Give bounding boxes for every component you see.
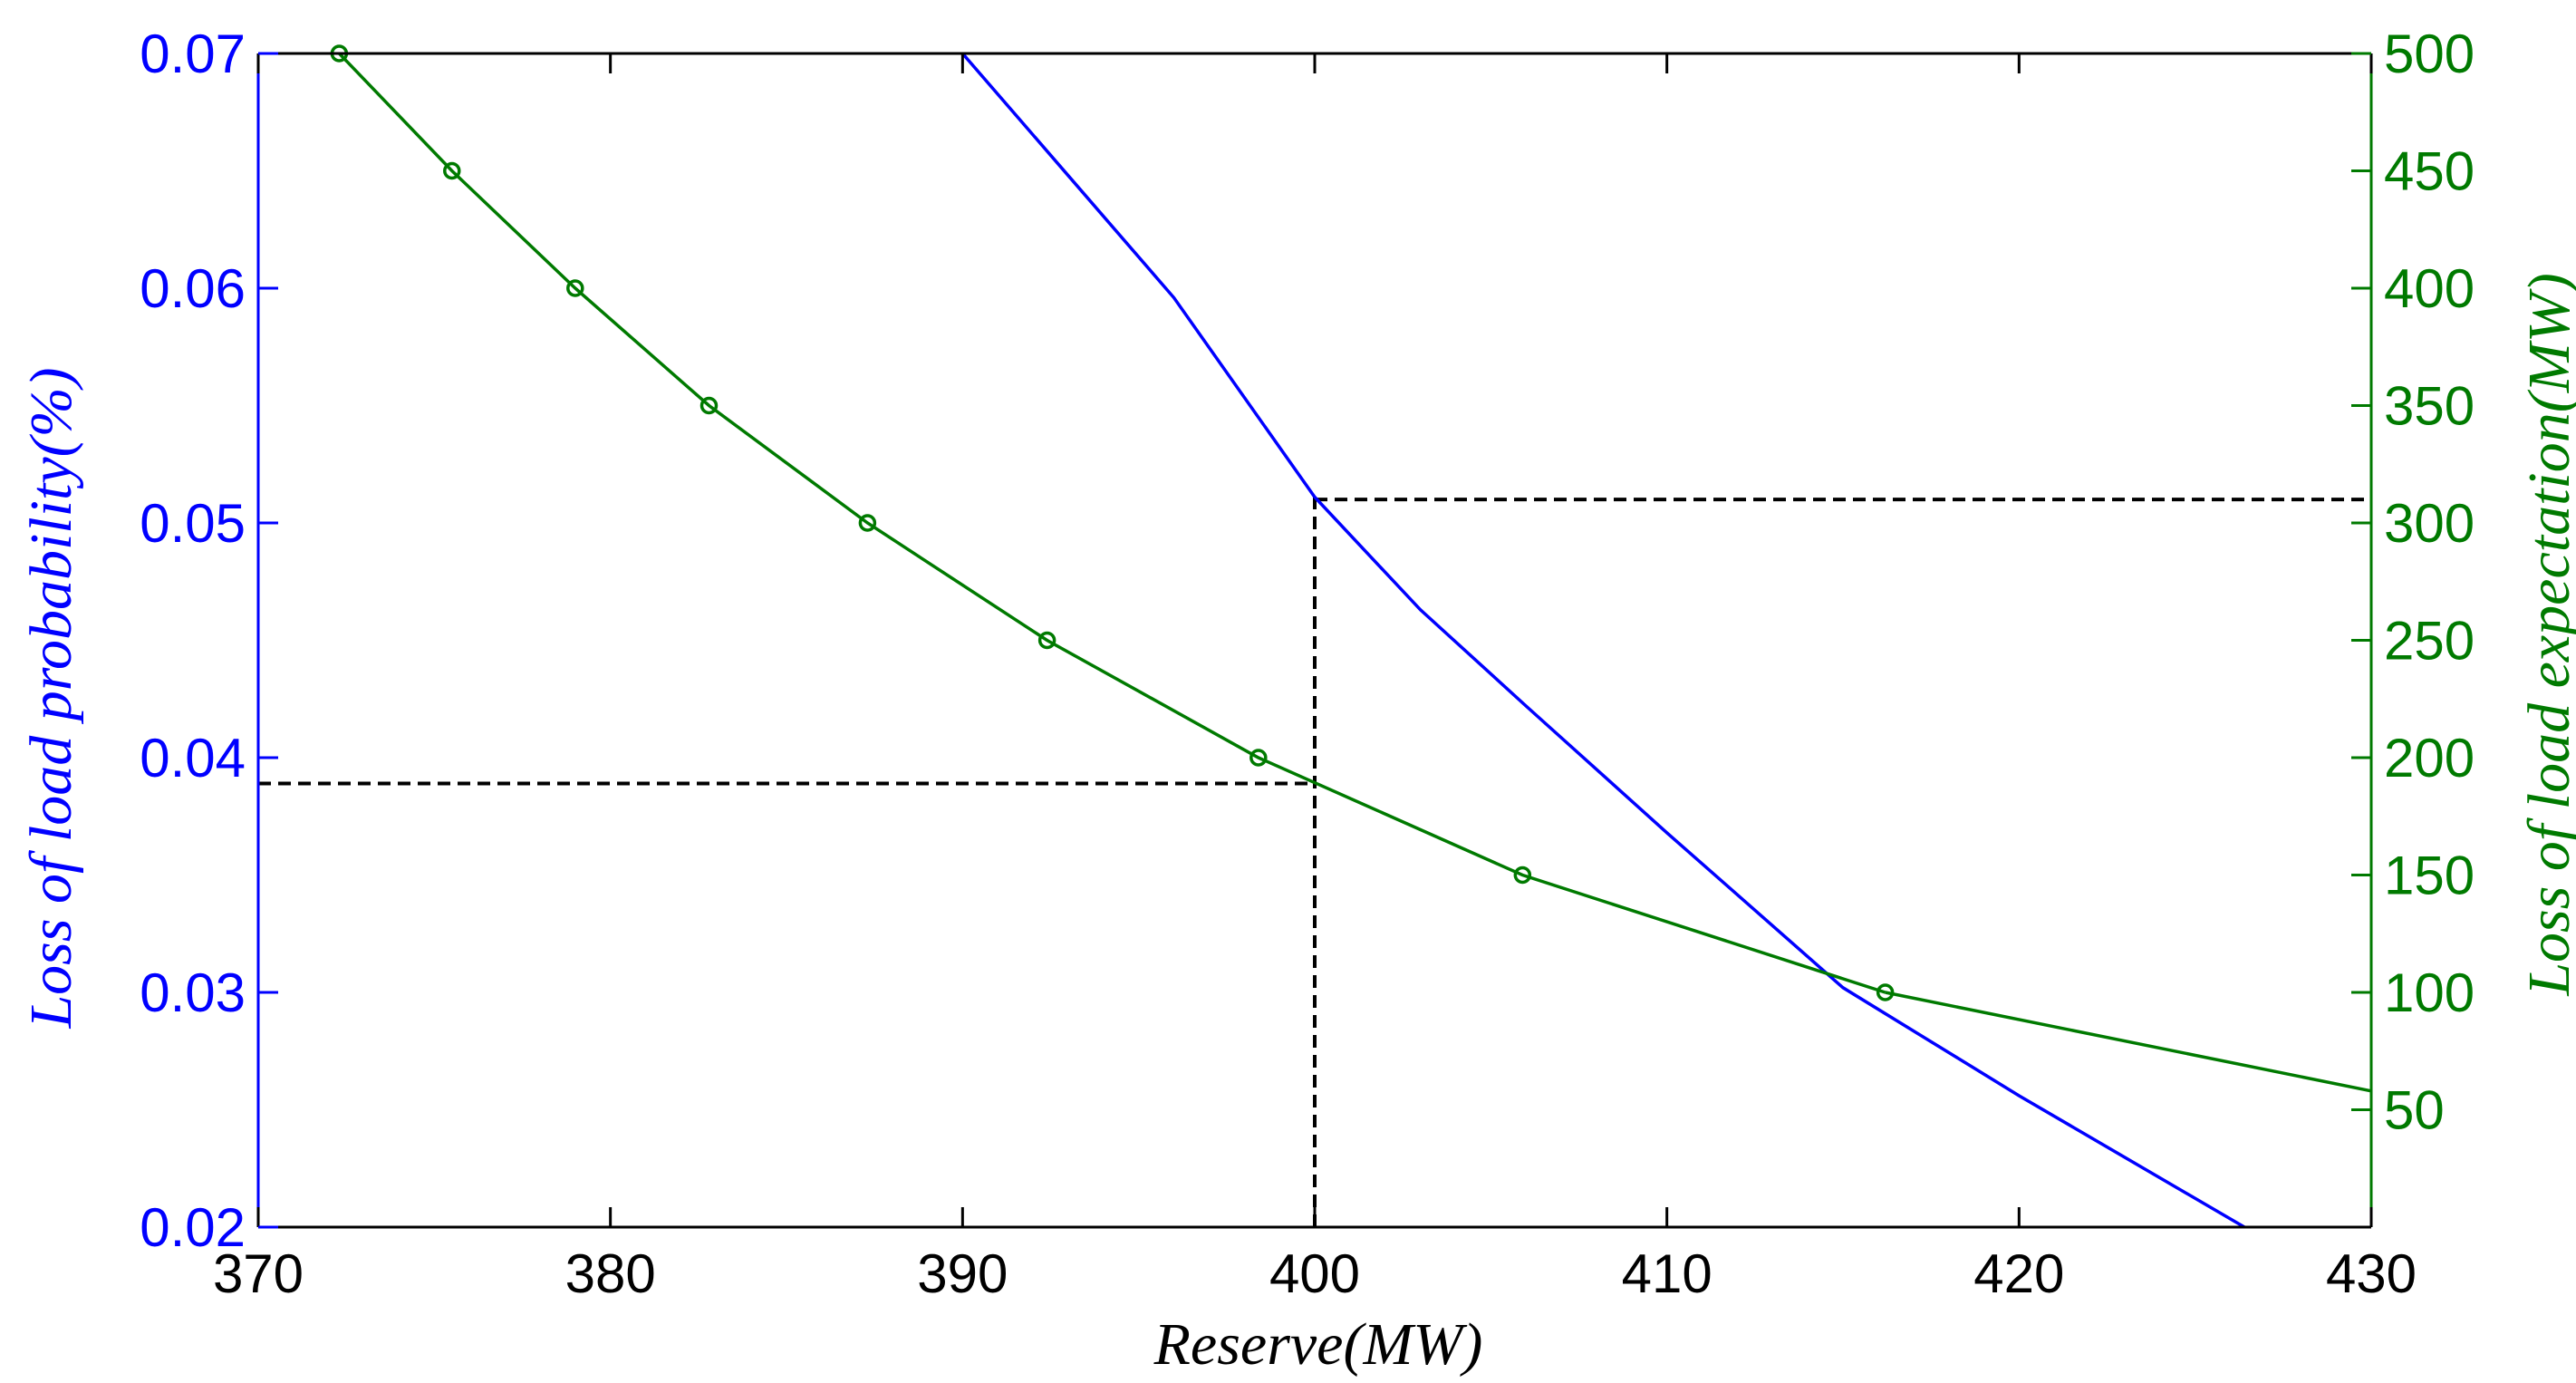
guide-lines [258,497,2371,1227]
series-1-point-8 [1876,983,1895,1001]
y-right-tick-label-4: 250 [2384,611,2475,672]
series-1-point-7 [1513,866,1532,885]
series-line-2 [1885,991,2372,1093]
y-left-tick-label-5: 0.07 [140,24,246,84]
series-1-point-4 [858,514,877,532]
y-right-tick-label-9: 500 [2384,24,2475,84]
y-axis-left-title: Loss of load probability(%) [18,367,84,1029]
y-right-tick-label-1: 100 [2384,962,2475,1023]
y-left-tick-label-2: 0.04 [140,728,246,788]
y-right-tick-label-8: 450 [2384,141,2475,202]
y-left-tick-label-0: 0.02 [140,1197,246,1258]
series-1-point-3 [699,396,719,415]
x-tick-label-4: 410 [1622,1243,1713,1304]
x-tick-label-5: 420 [1973,1243,2064,1304]
y-axis-right-title: Loss of load expectation(MW) [2516,273,2576,996]
series-group [338,52,2372,1229]
x-tick-label-1: 380 [565,1243,656,1304]
y-left-tick-label-3: 0.05 [140,493,246,554]
y-right-tick-label-2: 150 [2384,846,2475,906]
x-tick-label-6: 430 [2326,1243,2417,1304]
y-left-tick-label-4: 0.06 [140,258,246,319]
series-1-point-1 [443,161,461,180]
y-right-tick-label-7: 400 [2384,258,2475,319]
y-right-tick-label-5: 300 [2384,493,2475,554]
x-axis-title: Reserve(MW) [1153,1311,1483,1378]
y-right-tick-label-3: 200 [2384,728,2475,788]
y-right-tick-label-6: 350 [2384,376,2475,437]
x-tick-label-3: 400 [1269,1243,1360,1304]
series-line-1 [338,52,1886,994]
series-1-point-5 [1037,631,1056,650]
y-left-tick-label-1: 0.03 [140,962,246,1023]
series-1-point-6 [1249,749,1268,767]
series-line-0 [960,52,2245,1229]
series-1-point-2 [566,279,584,297]
x-tick-label-0: 370 [213,1243,304,1304]
x-tick-label-2: 390 [917,1243,1008,1304]
markers-group [330,44,1895,1001]
y-right-tick-label-0: 50 [2384,1080,2445,1141]
ticks-group: 370 380 390 400 410 420 430 0.02 0.03 0.04 0.05 0.0… [140,24,2475,1304]
